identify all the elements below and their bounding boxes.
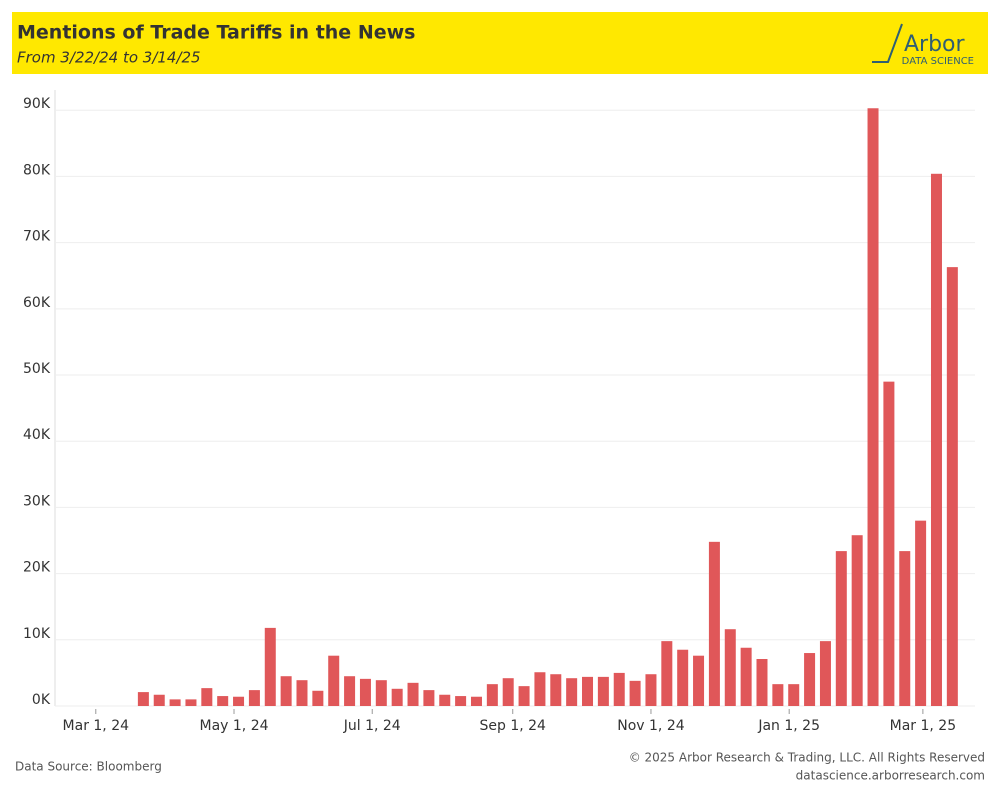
bar (375, 680, 387, 706)
y-tick-label: 10K (23, 626, 51, 642)
bar (201, 688, 213, 706)
y-tick-label: 20K (23, 560, 51, 576)
bar (867, 108, 879, 707)
chart-title: Mentions of Trade Tariffs in the News (17, 22, 415, 44)
y-tick-label: 40K (23, 427, 51, 443)
chart-subtitle: From 3/22/24 to 3/14/25 (17, 49, 201, 67)
bar (423, 690, 435, 706)
bar (407, 682, 419, 706)
bar (280, 676, 292, 706)
bar (819, 641, 831, 706)
logo: Arbor (904, 32, 966, 57)
y-tick-label: 90K (23, 96, 51, 112)
bar (359, 678, 371, 706)
url: datascience.arborresearch.com (796, 769, 985, 783)
bar (550, 674, 562, 706)
bar (613, 672, 625, 706)
y-tick-label: 60K (23, 295, 51, 311)
bar (217, 696, 229, 706)
bar (137, 692, 149, 706)
bar (629, 680, 641, 706)
bar (946, 267, 958, 706)
x-tick-label: May 1, 24 (200, 718, 269, 734)
logo-line (872, 23, 903, 63)
bar (328, 655, 340, 706)
bar (248, 690, 260, 706)
bar (645, 674, 657, 706)
y-tick-label: 30K (23, 493, 51, 509)
x-tick-label: Mar 1, 25 (890, 718, 957, 734)
x-tick-label: Nov 1, 24 (617, 718, 684, 734)
bar (344, 676, 356, 706)
bar (883, 381, 895, 706)
bar (835, 551, 847, 706)
y-tick-label: 50K (23, 361, 51, 377)
bar (486, 684, 498, 706)
bar (264, 627, 276, 706)
bar (788, 684, 800, 706)
title-band (12, 12, 988, 74)
x-tick-label: Jan 1, 25 (757, 718, 820, 734)
bar (534, 672, 546, 706)
bar (804, 653, 816, 706)
bar (661, 641, 673, 706)
bar (439, 694, 451, 706)
bar (740, 647, 752, 706)
x-tick-label: Sep 1, 24 (479, 718, 546, 734)
y-tick-label: 80K (23, 162, 51, 178)
bar (185, 699, 197, 706)
bar (597, 676, 609, 706)
bar (391, 688, 403, 706)
x-tick-label: Mar 1, 24 (63, 718, 130, 734)
bar (312, 690, 324, 706)
bar (518, 686, 530, 706)
bar (502, 678, 514, 706)
bar (899, 551, 911, 706)
bar (153, 694, 165, 706)
bar (582, 676, 594, 706)
bar (693, 655, 705, 706)
bar (724, 629, 736, 706)
bar (169, 699, 181, 706)
bar (296, 680, 308, 706)
source: Data Source: Bloomberg (15, 760, 162, 774)
bar (930, 173, 942, 706)
bar (470, 696, 482, 706)
bar (756, 659, 768, 706)
bar (851, 535, 863, 706)
bar (915, 520, 927, 706)
bar (455, 696, 467, 706)
bar (772, 684, 784, 706)
copyright: © 2025 Arbor Research & Trading, LLC. Al… (629, 751, 985, 765)
bar (566, 678, 578, 706)
logo-sub: DATA SCIENCE (902, 56, 974, 67)
bar (708, 541, 720, 706)
x-tick-label: Jul 1, 24 (343, 718, 401, 734)
bar (677, 649, 689, 706)
y-tick-label: 0K (32, 692, 51, 708)
y-tick-label: 70K (23, 229, 51, 245)
bar (233, 696, 245, 706)
